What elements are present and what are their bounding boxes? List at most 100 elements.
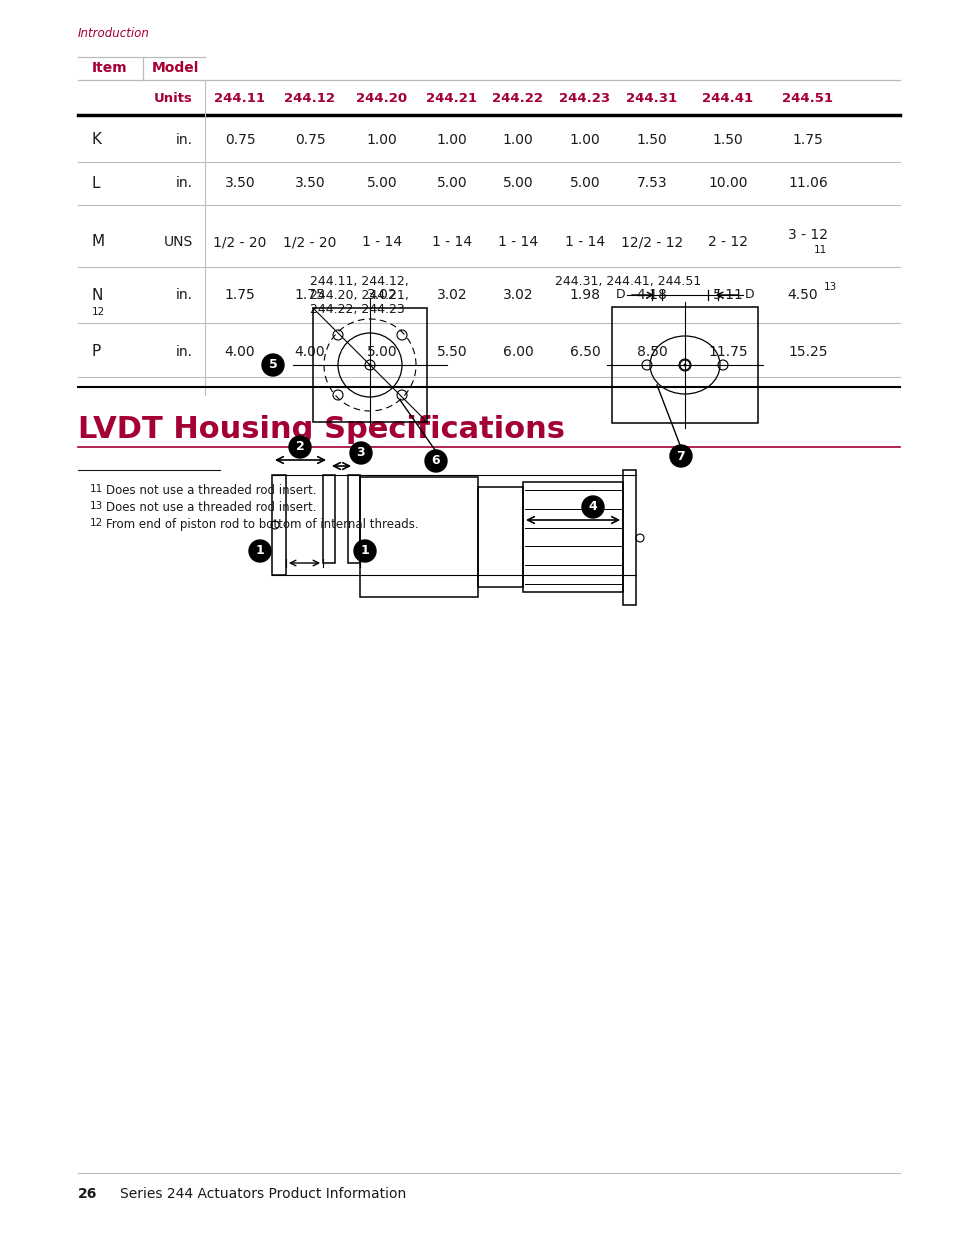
Text: UNS: UNS bbox=[164, 235, 193, 249]
Text: 1/2 - 20: 1/2 - 20 bbox=[283, 235, 336, 249]
Text: 244.22: 244.22 bbox=[492, 93, 543, 105]
Text: 12: 12 bbox=[91, 308, 105, 317]
Text: 4.50: 4.50 bbox=[787, 288, 818, 303]
Text: 1 - 14: 1 - 14 bbox=[564, 235, 604, 249]
Text: 1.00: 1.00 bbox=[366, 133, 397, 147]
Circle shape bbox=[581, 496, 603, 517]
Text: 1.75: 1.75 bbox=[224, 288, 255, 303]
Text: 3.02: 3.02 bbox=[502, 288, 533, 303]
Text: 1/2 - 20: 1/2 - 20 bbox=[213, 235, 267, 249]
Text: in.: in. bbox=[175, 177, 193, 190]
Text: Series 244 Actuators Product Information: Series 244 Actuators Product Information bbox=[120, 1187, 406, 1200]
Text: 11: 11 bbox=[90, 484, 103, 494]
Text: 244.31, 244.41, 244.51: 244.31, 244.41, 244.51 bbox=[555, 275, 700, 288]
Text: 3.50: 3.50 bbox=[294, 177, 325, 190]
Bar bbox=[612, 308, 758, 424]
Text: 5.00: 5.00 bbox=[366, 345, 396, 359]
Bar bbox=[522, 482, 622, 592]
Circle shape bbox=[262, 354, 284, 375]
Text: 11: 11 bbox=[813, 245, 825, 254]
Text: 1 - 14: 1 - 14 bbox=[361, 235, 401, 249]
Text: 7: 7 bbox=[676, 450, 684, 462]
Text: K: K bbox=[91, 132, 102, 147]
Text: 8.50: 8.50 bbox=[636, 345, 667, 359]
Text: 1.50: 1.50 bbox=[712, 133, 742, 147]
Text: N: N bbox=[91, 288, 103, 303]
Text: 1.75: 1.75 bbox=[792, 133, 822, 147]
Text: 5.11: 5.11 bbox=[712, 288, 742, 303]
Text: 1.50: 1.50 bbox=[636, 133, 667, 147]
Text: 7.53: 7.53 bbox=[636, 177, 666, 190]
Circle shape bbox=[424, 450, 447, 472]
Circle shape bbox=[368, 363, 371, 367]
Text: 15.25: 15.25 bbox=[787, 345, 827, 359]
Text: 5.00: 5.00 bbox=[366, 177, 396, 190]
Text: 5.00: 5.00 bbox=[569, 177, 599, 190]
Text: 244.22, 244.23: 244.22, 244.23 bbox=[310, 303, 404, 316]
Text: 1: 1 bbox=[360, 545, 369, 557]
Text: 3 - 12: 3 - 12 bbox=[787, 228, 827, 242]
Text: 4.00: 4.00 bbox=[225, 345, 255, 359]
Text: 1.00: 1.00 bbox=[436, 133, 467, 147]
Text: 5.50: 5.50 bbox=[436, 345, 467, 359]
Text: 0.75: 0.75 bbox=[294, 133, 325, 147]
Text: 4.00: 4.00 bbox=[294, 345, 325, 359]
Circle shape bbox=[682, 363, 686, 367]
Text: L: L bbox=[91, 175, 100, 190]
Text: 6.50: 6.50 bbox=[569, 345, 599, 359]
Text: 3: 3 bbox=[356, 447, 365, 459]
Text: From end of piston rod to bottom of internal threads.: From end of piston rod to bottom of inte… bbox=[106, 517, 418, 531]
Text: in.: in. bbox=[175, 288, 193, 303]
Text: 12: 12 bbox=[90, 517, 103, 529]
Text: 26: 26 bbox=[78, 1187, 97, 1200]
Text: Units: Units bbox=[154, 93, 193, 105]
Text: 5: 5 bbox=[269, 358, 277, 372]
Text: 1.00: 1.00 bbox=[502, 133, 533, 147]
Text: 244.51: 244.51 bbox=[781, 93, 833, 105]
Text: Model: Model bbox=[152, 61, 199, 75]
Bar bbox=[622, 471, 636, 605]
Text: 11.75: 11.75 bbox=[707, 345, 747, 359]
Text: 244.12: 244.12 bbox=[284, 93, 335, 105]
Text: 244.21: 244.21 bbox=[426, 93, 477, 105]
Text: 2 - 12: 2 - 12 bbox=[707, 235, 747, 249]
Text: 11.06: 11.06 bbox=[787, 177, 827, 190]
Text: Introduction: Introduction bbox=[78, 27, 150, 40]
Bar bbox=[348, 475, 359, 563]
Circle shape bbox=[249, 540, 271, 562]
Text: 5.00: 5.00 bbox=[502, 177, 533, 190]
Text: 3.02: 3.02 bbox=[366, 288, 396, 303]
Text: 0.75: 0.75 bbox=[225, 133, 255, 147]
Bar bbox=[272, 475, 286, 576]
Text: 10.00: 10.00 bbox=[707, 177, 747, 190]
Circle shape bbox=[289, 436, 311, 458]
Text: Does not use a threaded rod insert.: Does not use a threaded rod insert. bbox=[106, 501, 316, 514]
Circle shape bbox=[354, 540, 375, 562]
Text: 244.20: 244.20 bbox=[356, 93, 407, 105]
Text: 5.00: 5.00 bbox=[436, 177, 467, 190]
Text: Does not use a threaded rod insert.: Does not use a threaded rod insert. bbox=[106, 484, 316, 496]
Text: 6: 6 bbox=[432, 454, 440, 468]
Text: 13: 13 bbox=[90, 501, 103, 511]
Text: D: D bbox=[744, 289, 754, 301]
Text: 244.31: 244.31 bbox=[626, 93, 677, 105]
Text: 244.23: 244.23 bbox=[558, 93, 610, 105]
Text: 244.11, 244.12,: 244.11, 244.12, bbox=[310, 275, 408, 288]
Bar bbox=[477, 487, 522, 587]
Text: 244.41: 244.41 bbox=[701, 93, 753, 105]
Text: 244.20, 244.21,: 244.20, 244.21, bbox=[310, 289, 409, 303]
Circle shape bbox=[669, 445, 691, 467]
Text: 2: 2 bbox=[295, 441, 304, 453]
Text: in.: in. bbox=[175, 133, 193, 147]
Text: 1.75: 1.75 bbox=[294, 288, 325, 303]
Text: 244.11: 244.11 bbox=[214, 93, 265, 105]
Text: 13: 13 bbox=[823, 282, 837, 291]
Bar bbox=[359, 477, 477, 597]
Text: 6.00: 6.00 bbox=[502, 345, 533, 359]
Text: in.: in. bbox=[175, 345, 193, 359]
Bar bbox=[323, 475, 335, 563]
Text: 1.98: 1.98 bbox=[569, 288, 599, 303]
Text: 4: 4 bbox=[588, 500, 597, 514]
Text: 1: 1 bbox=[255, 545, 264, 557]
Text: D: D bbox=[615, 289, 624, 301]
